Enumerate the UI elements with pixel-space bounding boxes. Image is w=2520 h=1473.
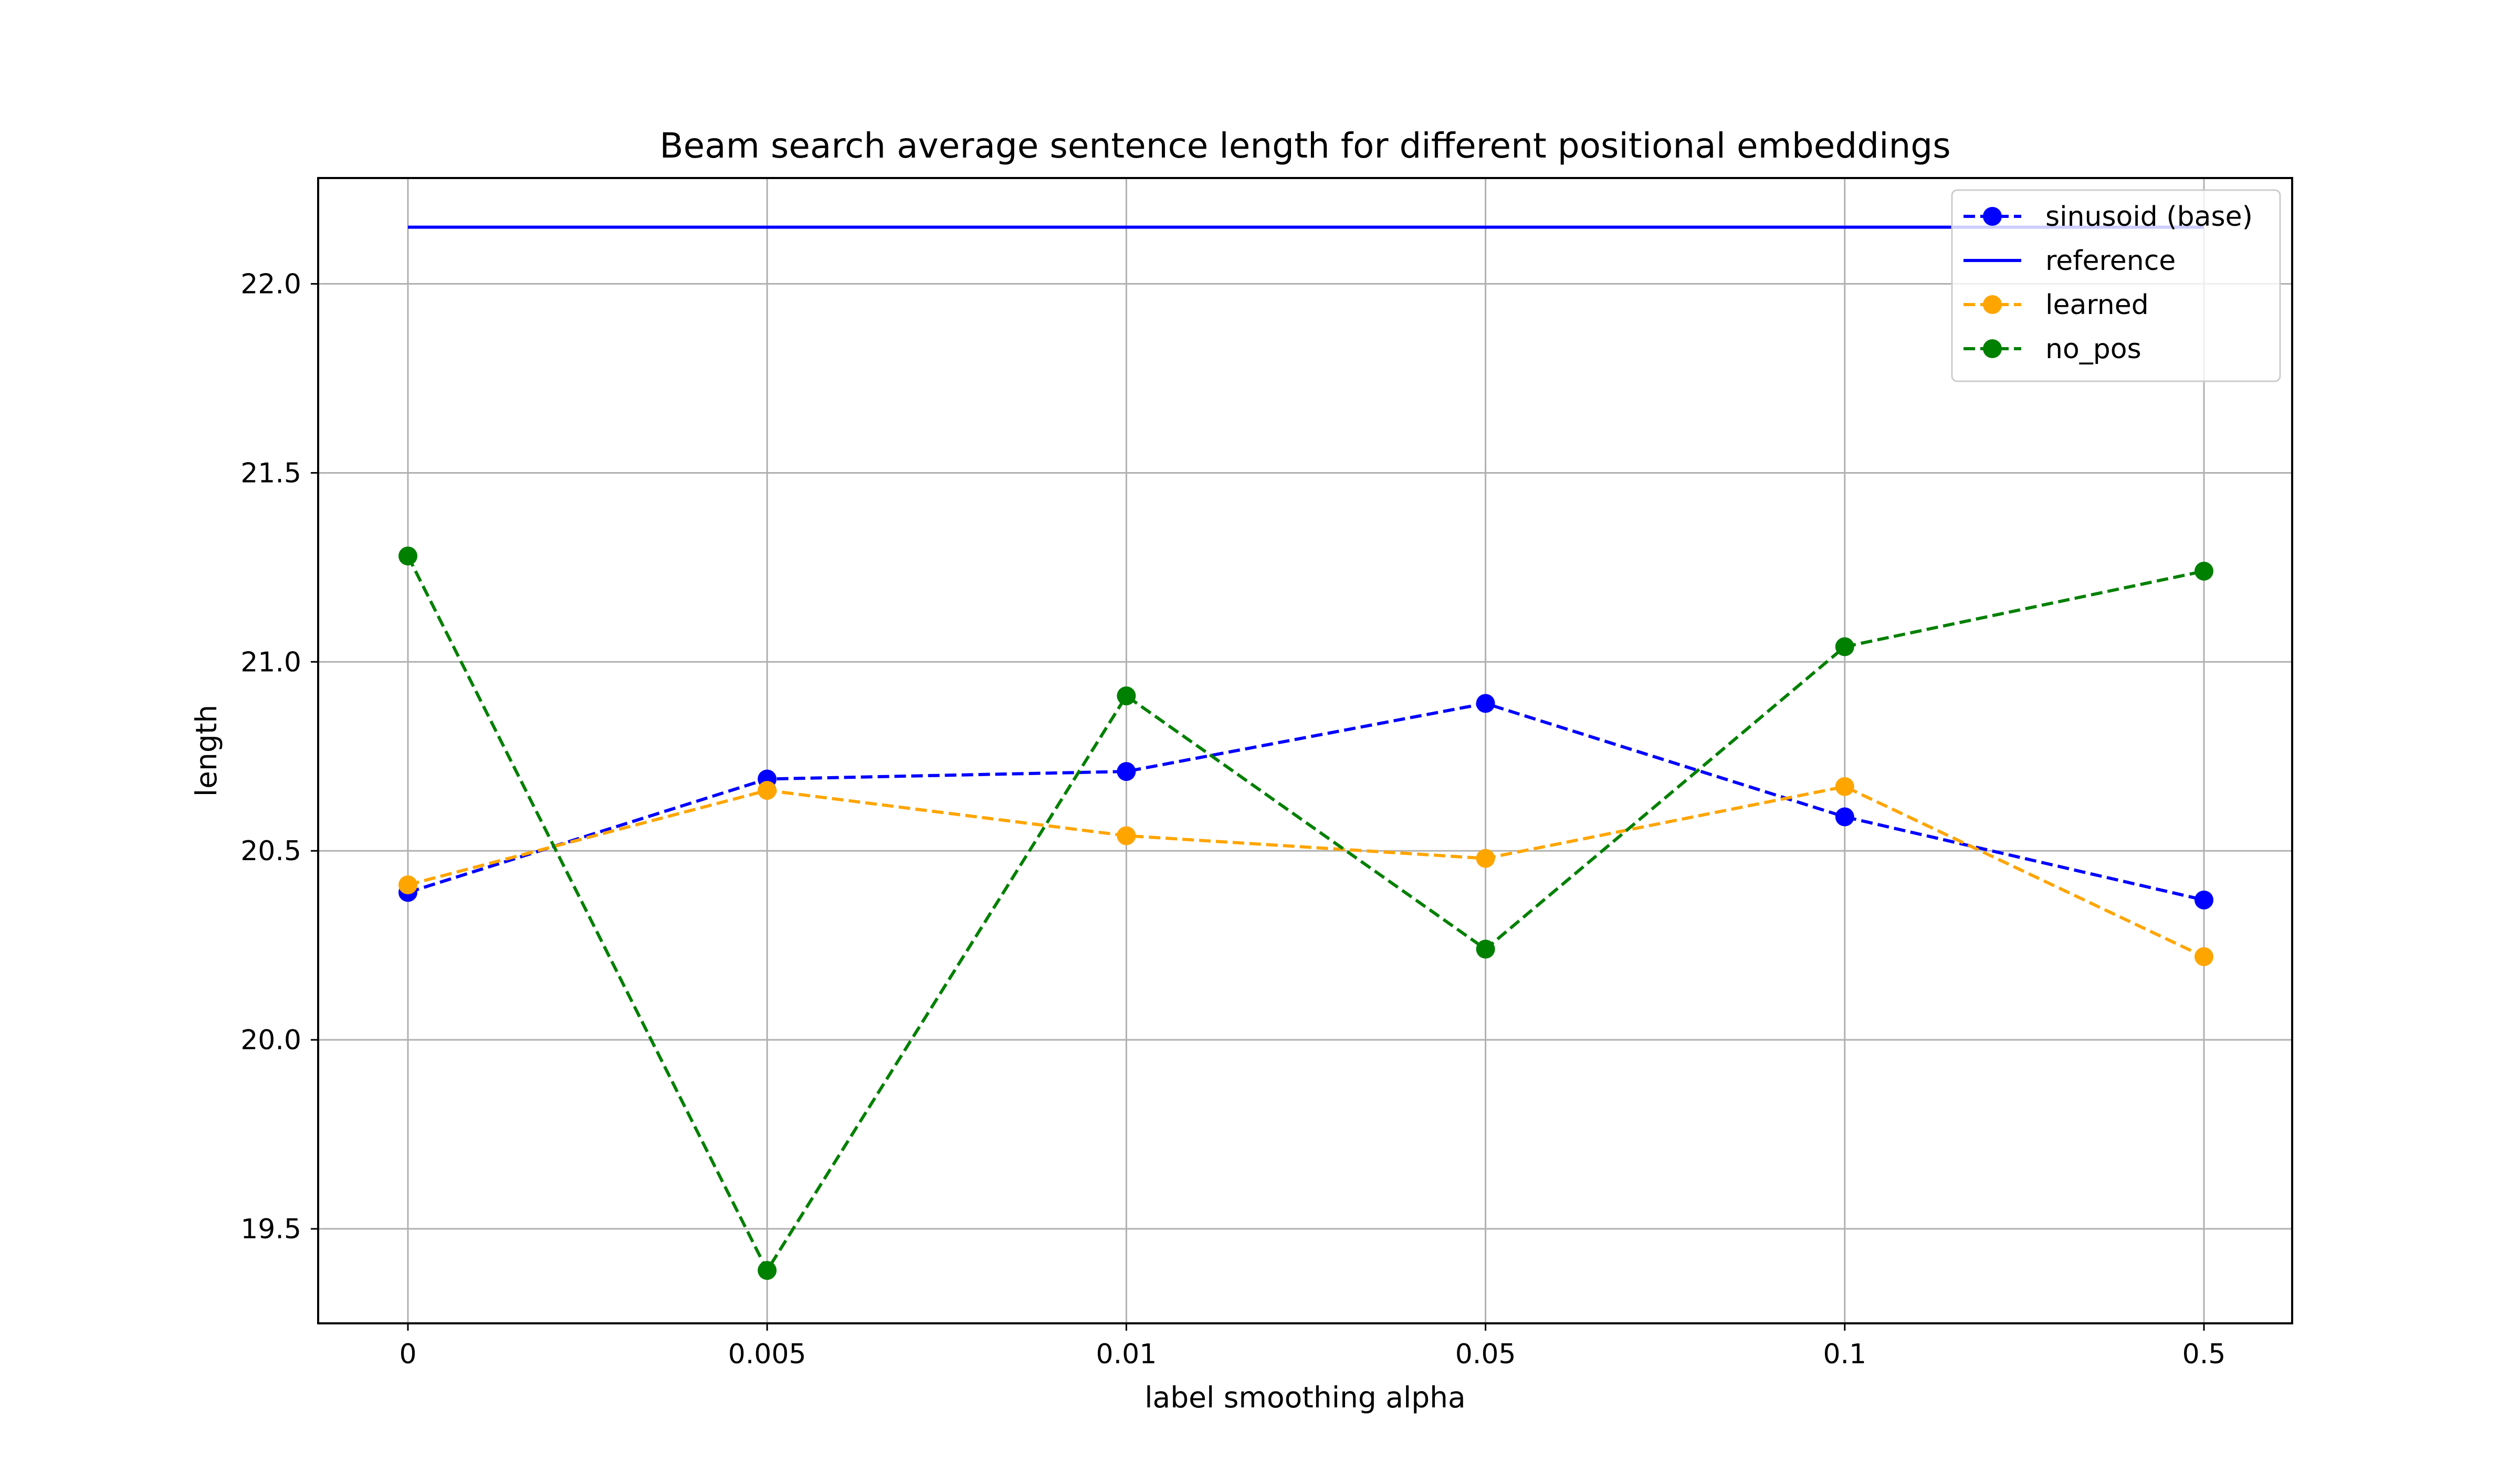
data-point bbox=[1117, 686, 1136, 706]
legend: sinusoid (base) reference learned no_pos bbox=[1951, 189, 2281, 382]
grid bbox=[318, 178, 2292, 1323]
series-line bbox=[407, 785, 2205, 958]
legend-label: reference bbox=[2045, 245, 2176, 277]
x-axis-label: label smoothing alpha bbox=[1144, 1381, 1465, 1414]
data-point bbox=[1835, 777, 1854, 796]
legend-box bbox=[1951, 189, 2281, 382]
series-learned bbox=[398, 777, 2213, 966]
data-point bbox=[1835, 807, 1854, 827]
plot-frame bbox=[317, 177, 2293, 1324]
legend-marker bbox=[1983, 339, 2002, 358]
series-line bbox=[406, 555, 2204, 1272]
legend-item: learned bbox=[1964, 289, 2149, 321]
series-line bbox=[407, 702, 2204, 902]
legend-marker bbox=[1983, 295, 2002, 314]
series-no-pos bbox=[398, 546, 2213, 1280]
data-point bbox=[2194, 561, 2213, 581]
y-axis-label: length bbox=[190, 705, 223, 797]
data-point bbox=[2194, 890, 2213, 910]
legend-item: no_pos bbox=[1964, 333, 2141, 365]
data-point bbox=[758, 1261, 777, 1280]
x-tick-label: 0.005 bbox=[728, 1339, 806, 1370]
legend-label: learned bbox=[2045, 289, 2149, 321]
series-layer bbox=[398, 225, 2213, 1280]
data-point bbox=[1476, 694, 1495, 713]
x-tick-label: 0 bbox=[399, 1339, 416, 1370]
y-tick-label: 20.0 bbox=[240, 1025, 301, 1056]
data-point bbox=[1476, 939, 1495, 959]
chart-title: Beam search average sentence length for … bbox=[659, 126, 1950, 166]
y-tick-label: 21.0 bbox=[240, 646, 301, 678]
x-tick-label: 0.05 bbox=[1455, 1339, 1516, 1370]
legend-marker bbox=[1983, 207, 2002, 226]
legend-item: sinusoid (base) bbox=[1964, 201, 2253, 233]
x-tick-label: 0.1 bbox=[1823, 1339, 1866, 1370]
data-point bbox=[1835, 637, 1854, 656]
data-point bbox=[1117, 762, 1136, 781]
y-tick-label: 22.0 bbox=[240, 269, 301, 300]
data-point bbox=[1476, 849, 1495, 868]
legend-label: sinusoid (base) bbox=[2045, 201, 2253, 233]
y-tick-label: 21.5 bbox=[240, 457, 301, 489]
data-point bbox=[398, 546, 417, 566]
data-point bbox=[2194, 947, 2213, 966]
data-point bbox=[758, 781, 777, 800]
x-tick-label: 0.01 bbox=[1096, 1339, 1157, 1370]
y-tick-label: 19.5 bbox=[240, 1214, 301, 1245]
y-tick-label: 20.5 bbox=[240, 835, 301, 867]
data-point bbox=[398, 875, 417, 895]
ticks: 0 0.005 0.01 0.05 0.1 0.5 19.5 20.0 20.5 21.0 21.5… bbox=[240, 269, 2225, 1370]
x-tick-label: 0.5 bbox=[2182, 1339, 2226, 1370]
legend-label: no_pos bbox=[2045, 333, 2141, 365]
data-point bbox=[1117, 826, 1136, 845]
legend-item: reference bbox=[1964, 245, 2176, 277]
